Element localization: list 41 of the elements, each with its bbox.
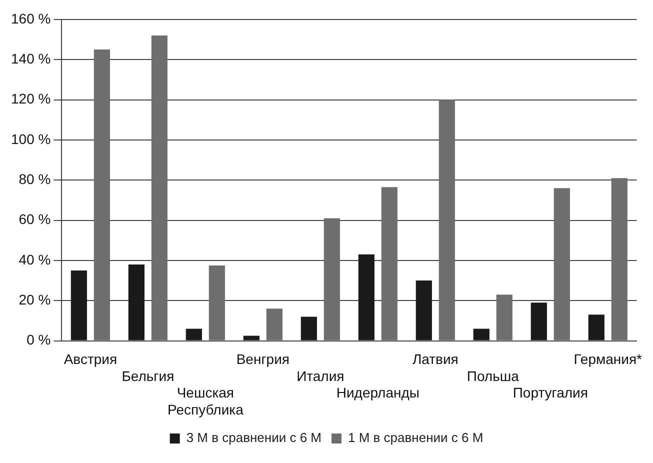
legend-label: 3 M в сравнении с 6 M: [186, 430, 322, 446]
bar: [358, 254, 374, 340]
bar: [381, 187, 398, 340]
bar: [300, 316, 317, 340]
bar: [243, 336, 260, 340]
bar: [128, 264, 144, 340]
y-tick-label: 60 %: [18, 211, 51, 228]
x-tick-label: Италия: [296, 368, 344, 384]
y-tick-label: 120 %: [10, 90, 51, 107]
y-tick-label: 40 %: [18, 251, 51, 268]
y-tick-label: 100 %: [10, 130, 51, 147]
bar: [588, 314, 604, 340]
bar: [70, 270, 87, 340]
y-tick-label: 80 %: [18, 170, 51, 187]
bar: [151, 35, 168, 340]
bar: [324, 218, 340, 340]
bar: [496, 294, 512, 340]
y-tick-label: 160 %: [10, 10, 51, 26]
x-tick-label: Латвия: [412, 351, 458, 368]
x-tick-label: Португалия: [512, 384, 588, 401]
bar: [438, 100, 455, 340]
x-tick-label: Чешская Республика: [168, 384, 244, 418]
x-tick-label: Бельгия: [122, 368, 174, 384]
x-tick-label: Австрия: [64, 351, 118, 368]
y-tick-label: 140 %: [10, 50, 51, 66]
bar: [611, 178, 628, 340]
bar: [530, 302, 547, 340]
x-tick-label: Германия*: [574, 351, 643, 368]
bar: [266, 308, 282, 340]
x-tick-label: Польша: [466, 368, 520, 384]
y-tick-label: 0 %: [26, 332, 51, 348]
bar: [554, 188, 570, 340]
bar: [208, 265, 225, 340]
x-tick-label: Нидерланды: [336, 384, 420, 401]
bar: [94, 50, 110, 340]
x-tick-label: Венгрия: [236, 351, 290, 368]
bar: [186, 328, 202, 340]
bar: [473, 328, 490, 340]
y-tick-label: 20 %: [18, 291, 51, 308]
legend-label: 1 M в сравнении с 6 M: [348, 430, 484, 446]
bar: [416, 280, 432, 340]
